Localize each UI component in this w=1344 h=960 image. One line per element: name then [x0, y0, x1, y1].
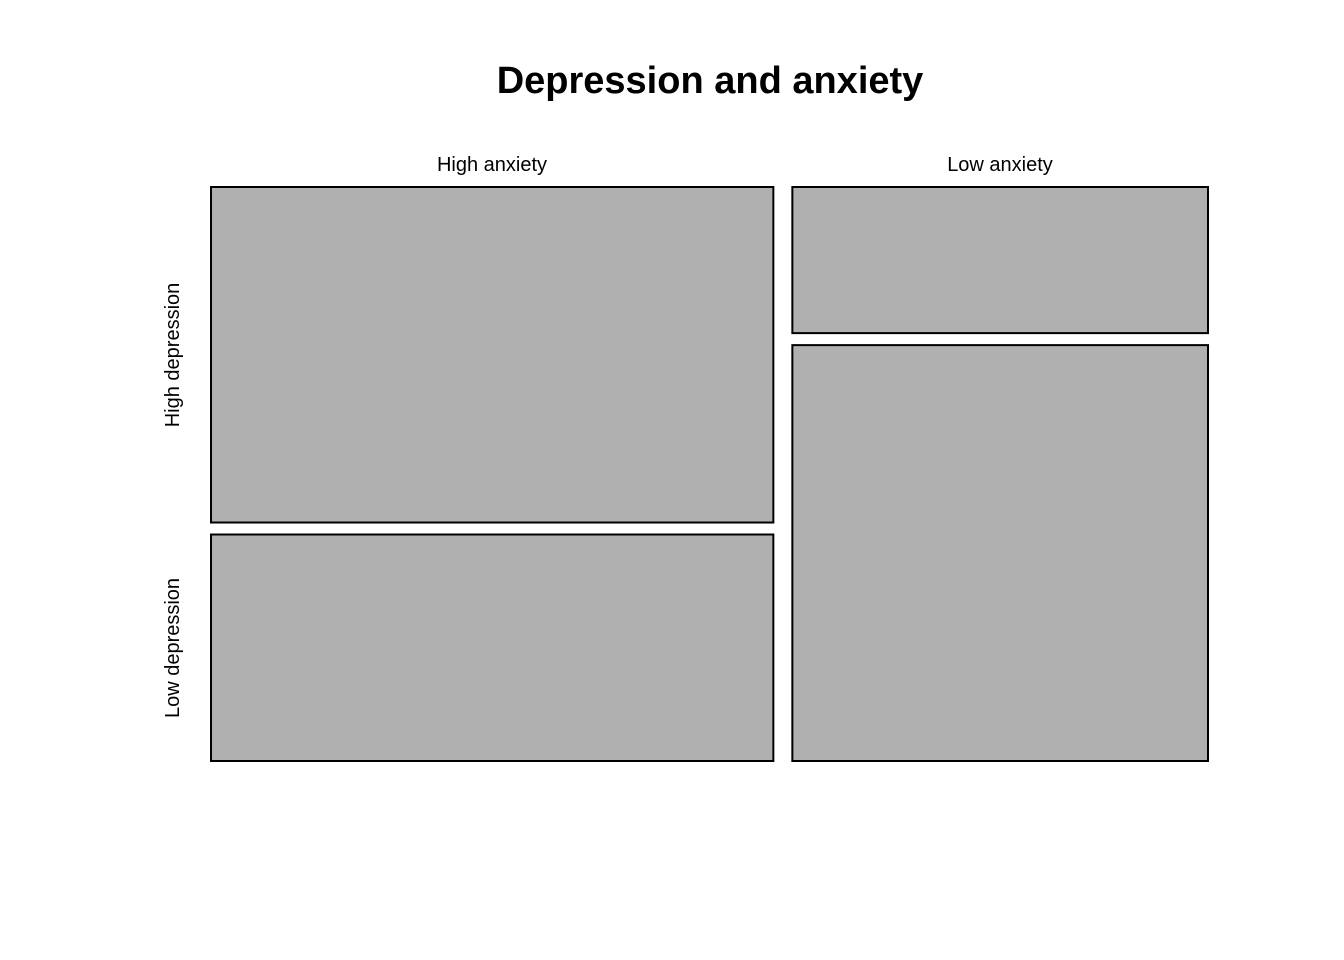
- column-label-low-anxiety: Low anxiety: [947, 154, 1053, 176]
- tile-low-anxiety-low-depression: [791, 344, 1209, 762]
- tile-low-anxiety-high-depression: [791, 186, 1209, 335]
- tile-high-anxiety-high-depression: [210, 186, 775, 524]
- row-label-low-depression: Low depression: [162, 578, 184, 718]
- tile-high-anxiety-low-depression: [210, 533, 775, 762]
- row-label-high-depression: High depression: [162, 283, 184, 428]
- chart-title: Depression and anxiety: [497, 60, 924, 102]
- column-label-high-anxiety: High anxiety: [437, 154, 547, 176]
